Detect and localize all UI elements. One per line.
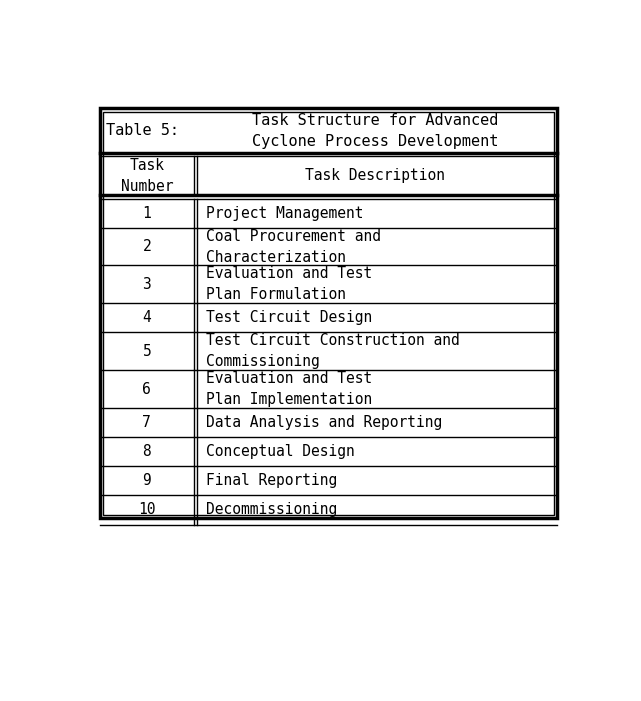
Text: Coal Procurement and
Characterization: Coal Procurement and Characterization: [206, 229, 381, 264]
Text: Final Reporting: Final Reporting: [206, 473, 337, 489]
Text: Table 5:: Table 5:: [106, 123, 179, 138]
Text: 5: 5: [142, 343, 151, 359]
Text: Evaluation and Test
Plan Implementation: Evaluation and Test Plan Implementation: [206, 371, 372, 407]
Text: 3: 3: [142, 277, 151, 292]
Text: 7: 7: [142, 415, 151, 430]
Text: 2: 2: [142, 239, 151, 254]
Text: Decommissioning: Decommissioning: [206, 503, 337, 517]
Bar: [100, 109, 557, 518]
Text: Conceptual Design: Conceptual Design: [206, 444, 354, 459]
Text: Task Description: Task Description: [305, 168, 445, 183]
Text: Evaluation and Test
Plan Formulation: Evaluation and Test Plan Formulation: [206, 266, 372, 302]
Text: 8: 8: [142, 444, 151, 459]
Text: 1: 1: [142, 205, 151, 221]
Text: Project Management: Project Management: [206, 205, 363, 221]
Text: Test Circuit Design: Test Circuit Design: [206, 311, 372, 325]
Text: Data Analysis and Reporting: Data Analysis and Reporting: [206, 415, 442, 430]
Text: 10: 10: [138, 503, 156, 517]
Bar: [103, 111, 554, 515]
Text: Test Circuit Construction and
Commissioning: Test Circuit Construction and Commission…: [206, 333, 460, 369]
Text: 9: 9: [142, 473, 151, 489]
Text: 6: 6: [142, 381, 151, 397]
Text: 4: 4: [142, 311, 151, 325]
Text: Task Structure for Advanced
Cyclone Process Development: Task Structure for Advanced Cyclone Proc…: [252, 113, 499, 149]
Text: Task
Number: Task Number: [121, 158, 173, 193]
